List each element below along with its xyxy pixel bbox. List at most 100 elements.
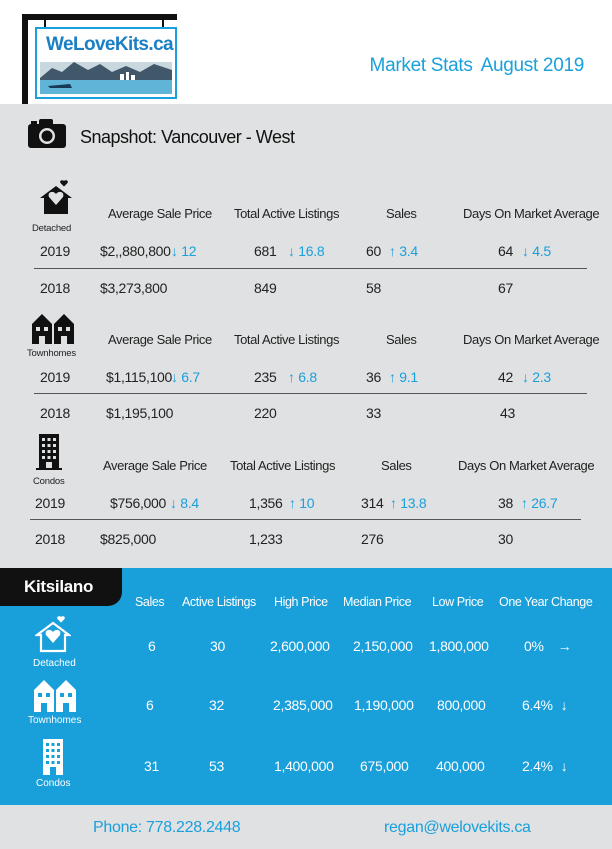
year: 2019 [40, 369, 70, 385]
condo-building-icon [43, 739, 63, 775]
kits-label-townhomes: Townhomes [28, 715, 82, 726]
arrow-up-icon: ↑ [389, 369, 396, 385]
col-header-listings: Total Active Listings [234, 332, 340, 347]
year: 2019 [40, 243, 70, 259]
kits-median: 1,190,000 [354, 697, 414, 713]
section-label-townhomes: Townhomes [27, 348, 76, 359]
col-header-listings: Total Active Listings [234, 206, 340, 221]
arrow-down-icon: ↓ [522, 369, 529, 385]
listings: 235 [254, 369, 277, 385]
kits-low: 1,800,000 [429, 638, 489, 654]
page-title: Market Stats August 2019 [369, 55, 585, 77]
kits-change: 6.4% ↓ [522, 697, 568, 713]
col-header-dom: Days On Market Average [463, 332, 600, 347]
col-header-sales: Sales [386, 332, 417, 347]
section-label-detached: Detached [32, 223, 72, 234]
listings-change: ↓ 16.8 [288, 243, 325, 259]
col-header-listings: Total Active Listings [230, 458, 336, 473]
kits-high: 1,400,000 [274, 758, 334, 774]
phone-link[interactable]: Phone: 778.228.2448 [93, 819, 241, 836]
sales-change: ↑ 3.4 [389, 243, 418, 259]
listings: 849 [254, 280, 277, 296]
row-divider [30, 519, 581, 520]
listings: 1,233 [249, 531, 283, 547]
kits-col-low: Low Price [432, 595, 484, 609]
price-change: ↓ 12 [171, 243, 197, 259]
sales: 276 [361, 531, 384, 547]
kitsilano-tab [0, 568, 122, 606]
dom: 43 [500, 405, 515, 421]
listings-change: ↑ 10 [289, 495, 315, 511]
townhouse-icon [32, 314, 74, 344]
arrow-down-icon: ↓ [560, 758, 568, 774]
kits-col-listings: Active Listings [182, 595, 256, 609]
col-header-dom: Days On Market Average [458, 458, 595, 473]
kits-median: 675,000 [360, 758, 409, 774]
arrow-up-icon: ↑ [289, 495, 296, 511]
sales: 33 [366, 405, 381, 421]
col-header-price: Average Sale Price [103, 458, 207, 473]
house-heart-icon [40, 180, 72, 214]
listings-change: ↑ 6.8 [288, 369, 317, 385]
title-period: August 2019 [480, 55, 585, 76]
listings: 220 [254, 405, 277, 421]
email-link[interactable]: regan@welovekits.ca [384, 819, 531, 836]
kits-sales: 31 [144, 758, 159, 774]
sales-change: ↑ 13.8 [390, 495, 427, 511]
avg-price: $756,000 [110, 495, 166, 511]
kits-col-change: One Year Change [499, 595, 593, 609]
kits-label-condos: Condos [36, 778, 71, 789]
arrow-up-icon: ↑ [521, 495, 528, 511]
sales: 58 [366, 280, 381, 296]
dom: 30 [498, 531, 513, 547]
kits-sales: 6 [148, 638, 156, 654]
sales-change: ↑ 9.1 [389, 369, 418, 385]
kits-listings: 53 [209, 758, 224, 774]
dom: 38 [498, 495, 513, 511]
year: 2019 [35, 495, 65, 511]
kits-change: 2.4% ↓ [522, 758, 568, 774]
avg-price: $2,,880,800 [100, 243, 171, 259]
kits-listings: 30 [210, 638, 225, 654]
kits-high: 2,600,000 [270, 638, 330, 654]
house-heart-icon [35, 616, 71, 653]
avg-price: $1,115,100 [106, 369, 173, 385]
listings: 681 [254, 243, 277, 259]
dom-change: ↓ 4.5 [522, 243, 551, 259]
col-header-sales: Sales [386, 206, 417, 221]
kits-label-detached: Detached [33, 658, 76, 669]
sales: 314 [361, 495, 384, 511]
arrow-right-icon: → [557, 638, 572, 654]
year: 2018 [40, 405, 70, 421]
dom-change: ↑ 26.7 [521, 495, 558, 511]
arrow-up-icon: ↑ [389, 243, 396, 259]
kits-sales: 6 [146, 697, 154, 713]
camera-icon [28, 119, 66, 148]
arrow-up-icon: ↑ [288, 369, 295, 385]
logo-text: WeLoveKits.ca [46, 34, 174, 55]
listings: 1,356 [249, 495, 283, 511]
avg-price: $825,000 [100, 531, 156, 547]
kits-median: 2,150,000 [353, 638, 413, 654]
title-text: Market Stats [369, 55, 473, 76]
arrow-down-icon: ↓ [170, 495, 177, 511]
col-header-price: Average Sale Price [108, 206, 212, 221]
col-header-price: Average Sale Price [108, 332, 212, 347]
price-change: ↓ 8.4 [170, 495, 199, 511]
arrow-down-icon: ↓ [288, 243, 295, 259]
kits-high: 2,385,000 [273, 697, 333, 713]
year: 2018 [40, 280, 70, 296]
kits-col-sales: Sales [135, 595, 165, 609]
townhouse-icon [34, 680, 76, 712]
kits-col-median: Median Price [343, 595, 412, 609]
arrow-down-icon: ↓ [171, 369, 178, 385]
condo-building-icon [36, 434, 62, 470]
dom: 67 [498, 280, 513, 296]
avg-price: $1,195,100 [106, 405, 174, 421]
kitsilano-title: Kitsilano [24, 577, 94, 596]
kits-low: 800,000 [437, 697, 486, 713]
arrow-up-icon: ↑ [390, 495, 397, 511]
dom: 64 [498, 243, 513, 259]
row-divider [34, 268, 587, 269]
avg-price: $3,273,800 [100, 280, 168, 296]
